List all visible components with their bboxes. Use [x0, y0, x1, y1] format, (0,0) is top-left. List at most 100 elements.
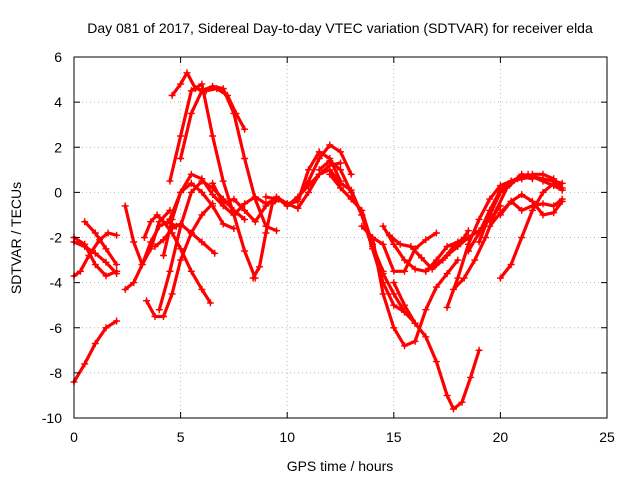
y-tick-label: -8	[50, 365, 63, 381]
data-point	[81, 218, 89, 226]
x-tick-label: 10	[279, 429, 295, 445]
series-arc-35	[496, 179, 566, 282]
data-point	[102, 324, 110, 332]
data-point	[273, 227, 280, 235]
data-point	[177, 245, 185, 253]
data-point	[224, 91, 231, 99]
data-point	[539, 188, 547, 196]
y-tick-label: -10	[42, 410, 62, 426]
data-point	[358, 222, 366, 230]
data-point	[337, 159, 344, 167]
data-point	[241, 125, 249, 133]
axis-ticks	[73, 56, 608, 419]
data-point	[160, 313, 167, 320]
data-point	[518, 206, 526, 214]
data-point	[518, 175, 526, 183]
data-point	[507, 261, 515, 269]
data-point	[550, 175, 558, 183]
data-point	[558, 184, 566, 192]
data-point	[528, 206, 536, 214]
data-point	[454, 274, 462, 282]
data-point	[450, 285, 457, 293]
data-point	[219, 200, 227, 208]
data-point	[347, 170, 355, 178]
data-point	[443, 252, 451, 259]
data-point	[422, 306, 430, 314]
data-point	[539, 177, 547, 185]
data-point	[209, 179, 217, 187]
data-point	[273, 195, 280, 203]
data-point	[411, 265, 419, 273]
data-point	[147, 245, 155, 253]
data-point	[482, 234, 489, 241]
data-point	[432, 358, 440, 366]
x-tick-label: 15	[386, 429, 402, 445]
data-point	[241, 206, 249, 214]
data-point	[160, 252, 167, 259]
data-point	[187, 267, 195, 275]
data-point	[422, 236, 430, 244]
data-point	[187, 179, 195, 187]
data-point	[104, 229, 112, 237]
data-point	[81, 243, 89, 250]
data-point	[460, 274, 468, 282]
data-point	[177, 80, 185, 88]
data-point	[187, 87, 195, 95]
y-tick-label: 2	[54, 139, 62, 155]
series-line	[264, 150, 343, 206]
data-point	[401, 267, 408, 275]
series-arc-20	[283, 141, 355, 210]
data-point	[130, 279, 138, 287]
data-point	[209, 132, 217, 140]
data-point	[262, 229, 270, 237]
data-point	[198, 211, 206, 219]
data-point	[358, 206, 366, 214]
data-point	[138, 261, 146, 269]
data-point	[147, 218, 155, 226]
data-point	[458, 398, 466, 406]
data-point	[528, 170, 536, 178]
data-point	[294, 204, 302, 212]
data-point	[121, 202, 129, 210]
data-point	[315, 166, 323, 174]
data-point	[241, 200, 249, 208]
data-point	[471, 256, 479, 264]
data-point	[198, 175, 206, 183]
data-point	[475, 215, 483, 223]
data-point	[550, 202, 558, 210]
data-point	[486, 195, 494, 203]
data-point	[177, 155, 185, 162]
data-point	[283, 202, 291, 210]
data-point	[496, 188, 504, 196]
data-point	[219, 220, 227, 228]
data-point	[347, 188, 355, 196]
data-point	[256, 263, 263, 271]
data-point	[492, 206, 500, 214]
data-point	[102, 258, 110, 266]
data-point	[518, 234, 526, 241]
data-point	[249, 274, 257, 282]
data-point	[143, 297, 150, 305]
data-point	[550, 209, 558, 217]
series-arc-8	[140, 211, 214, 307]
data-point	[390, 301, 398, 309]
data-point	[432, 256, 440, 264]
y-tick-label: -6	[50, 320, 63, 336]
data-point	[177, 132, 185, 140]
y-tick-label: 4	[54, 94, 62, 110]
data-point	[443, 391, 451, 399]
x-tick-label: 0	[70, 429, 78, 445]
data-point	[464, 227, 472, 235]
y-tick-label: 0	[54, 184, 62, 200]
data-point	[507, 197, 515, 205]
data-point	[230, 225, 238, 232]
data-point	[369, 234, 376, 241]
data-point	[379, 290, 387, 298]
data-point	[113, 261, 121, 269]
data-point	[347, 195, 355, 203]
data-point	[305, 177, 312, 185]
data-point	[390, 279, 398, 287]
data-point	[407, 243, 415, 250]
data-point	[177, 188, 185, 196]
